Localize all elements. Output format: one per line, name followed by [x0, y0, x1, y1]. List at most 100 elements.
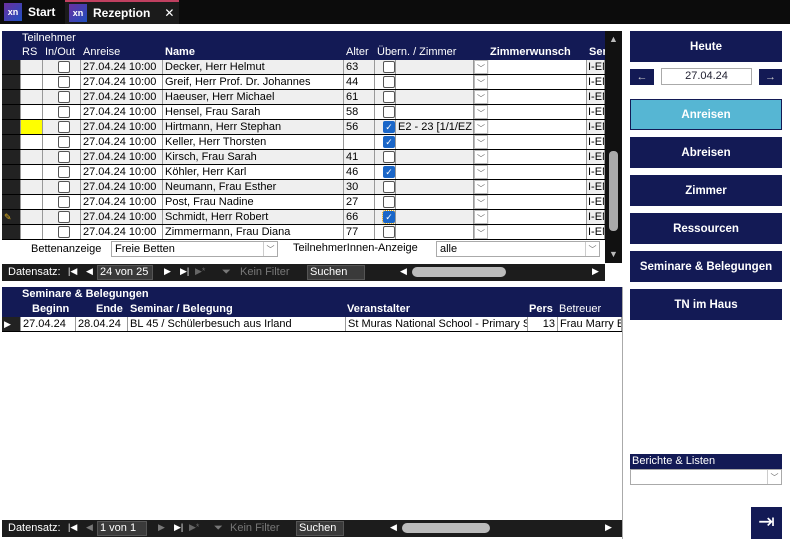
cell-zimmerwunsch[interactable]: [489, 195, 587, 209]
chevron-down-icon[interactable]: ﹀: [474, 135, 488, 149]
inout-checkbox[interactable]: [58, 106, 70, 118]
cell-zimmerwunsch[interactable]: [489, 90, 587, 104]
chevron-down-icon[interactable]: ﹀: [474, 225, 488, 239]
inout-checkbox[interactable]: [58, 76, 70, 88]
first-record-icon[interactable]: |◀: [68, 266, 78, 276]
anreisen-button[interactable]: Anreisen: [630, 99, 782, 130]
vertical-scrollbar[interactable]: ▲ ▼: [605, 31, 622, 263]
tab-rezeption[interactable]: xn Rezeption ✕: [65, 0, 179, 24]
berichte-select[interactable]: ﹀: [630, 469, 782, 485]
table-row[interactable]: 27.04.24 10:00 Hensel, Frau Sarah 58 ﹀ I…: [2, 105, 605, 120]
inout-checkbox[interactable]: [58, 61, 70, 73]
edit-record-icon[interactable]: ✎: [2, 210, 21, 224]
cell-zimmerwunsch[interactable]: [489, 105, 587, 119]
chevron-down-icon[interactable]: ﹀: [474, 210, 488, 224]
scroll-right-icon[interactable]: ▶: [605, 522, 612, 532]
cell-zimmerwunsch[interactable]: [489, 75, 587, 89]
next-record-icon[interactable]: ▶: [164, 266, 171, 276]
close-icon[interactable]: ✕: [164, 6, 175, 20]
chevron-down-icon[interactable]: ﹀: [474, 105, 488, 119]
table-row[interactable]: 27.04.24 10:00 Haeuser, Herr Michael 61 …: [2, 90, 605, 105]
table-row[interactable]: 27.04.24 10:00 Greif, Herr Prof. Dr. Joh…: [2, 75, 605, 90]
record-selector[interactable]: [2, 180, 21, 194]
inout-checkbox[interactable]: [58, 121, 70, 133]
cell-zimmerwunsch[interactable]: [489, 150, 587, 164]
uebern-checkbox[interactable]: [383, 76, 395, 88]
uebern-checkbox[interactable]: [383, 181, 395, 193]
zimmer-button[interactable]: Zimmer: [630, 175, 782, 206]
uebern-checkbox[interactable]: [383, 91, 395, 103]
table-row[interactable]: 27.04.24 10:00 Neumann, Frau Esther 30 ﹀…: [2, 180, 605, 195]
next-day-button[interactable]: →: [759, 69, 782, 85]
uebern-checkbox[interactable]: ✓: [383, 136, 395, 148]
date-input[interactable]: 27.04.24: [661, 68, 752, 85]
tn-anzeige-select[interactable]: alle ﹀: [436, 241, 600, 257]
chevron-down-icon[interactable]: ﹀: [474, 60, 488, 74]
cell-zimmerwunsch[interactable]: [489, 210, 587, 224]
chevron-down-icon[interactable]: ﹀: [474, 150, 488, 164]
scroll-down-icon[interactable]: ▼: [609, 249, 618, 259]
new-record-icon[interactable]: ▶*: [189, 522, 200, 532]
scroll-left-icon[interactable]: ◀: [390, 522, 397, 532]
uebern-checkbox[interactable]: ✓: [383, 121, 395, 133]
inout-checkbox[interactable]: [58, 136, 70, 148]
cell-zimmerwunsch[interactable]: [489, 120, 587, 134]
abreisen-button[interactable]: Abreisen: [630, 137, 782, 168]
heute-button[interactable]: Heute: [630, 31, 782, 62]
ressourcen-button[interactable]: Ressourcen: [630, 213, 782, 244]
record-selector[interactable]: [2, 120, 21, 134]
search-input[interactable]: Suchen: [307, 265, 365, 280]
inout-checkbox[interactable]: [58, 91, 70, 103]
inout-checkbox[interactable]: [58, 196, 70, 208]
record-selector[interactable]: [2, 90, 21, 104]
last-record-icon[interactable]: ▶|: [174, 522, 184, 532]
table-row[interactable]: 27.04.24 10:00 Köhler, Herr Karl 46 ✓ ﹀ …: [2, 165, 605, 180]
horizontal-scroll-thumb[interactable]: [402, 523, 490, 533]
record-selector[interactable]: [2, 75, 21, 89]
record-selector[interactable]: [2, 135, 21, 149]
seminar-row[interactable]: ▶ 27.04.24 28.04.24 BL 45 / Schülerbesuc…: [2, 317, 622, 332]
chevron-down-icon[interactable]: ﹀: [474, 195, 488, 209]
prev-record-icon[interactable]: ◀: [86, 522, 93, 532]
cell-zimmerwunsch[interactable]: [489, 60, 587, 74]
filter-toggle[interactable]: Kein Filter: [230, 522, 280, 534]
uebern-checkbox[interactable]: ✓: [383, 166, 395, 178]
filter-toggle[interactable]: Kein Filter: [240, 266, 290, 278]
tab-start[interactable]: xn Start: [0, 0, 62, 24]
inout-checkbox[interactable]: [58, 226, 70, 238]
table-row[interactable]: 27.04.24 10:00 Kirsch, Frau Sarah 41 ﹀ I…: [2, 150, 605, 165]
chevron-down-icon[interactable]: ﹀: [474, 75, 488, 89]
record-selector[interactable]: [2, 225, 21, 239]
bettenanzeige-select[interactable]: Freie Betten ﹀: [111, 241, 278, 257]
prev-day-button[interactable]: ←: [630, 69, 654, 85]
prev-record-icon[interactable]: ◀: [86, 266, 93, 276]
next-record-icon[interactable]: ▶: [158, 522, 165, 532]
inout-checkbox[interactable]: [58, 181, 70, 193]
record-number-input[interactable]: 24 von 25: [97, 265, 153, 280]
table-row[interactable]: 27.04.24 10:00 Decker, Herr Helmut 63 ﹀ …: [2, 60, 605, 75]
tn-im-haus-button[interactable]: TN im Haus: [630, 289, 782, 320]
scroll-up-icon[interactable]: ▲: [609, 34, 618, 44]
chevron-down-icon[interactable]: ﹀: [474, 165, 488, 179]
inout-checkbox[interactable]: [58, 211, 70, 223]
cell-zimmerwunsch[interactable]: [489, 225, 587, 239]
record-selector[interactable]: [2, 105, 21, 119]
record-selector[interactable]: [2, 150, 21, 164]
uebern-checkbox[interactable]: [383, 106, 395, 118]
search-input[interactable]: Suchen: [296, 521, 344, 536]
scroll-left-icon[interactable]: ◀: [400, 266, 407, 276]
table-row[interactable]: 27.04.24 10:00 Zimmermann, Frau Diana 77…: [2, 225, 605, 240]
uebern-checkbox[interactable]: [383, 61, 395, 73]
chevron-down-icon[interactable]: ﹀: [474, 120, 488, 134]
table-row[interactable]: 27.04.24 10:00 Keller, Herr Thorsten ✓ ﹀…: [2, 135, 605, 150]
record-selector[interactable]: [2, 165, 21, 179]
first-record-icon[interactable]: |◀: [68, 522, 78, 532]
table-row[interactable]: ✎ 27.04.24 10:00 Schmidt, Herr Robert 66…: [2, 210, 605, 225]
new-record-icon[interactable]: ▶*: [195, 266, 206, 276]
chevron-down-icon[interactable]: ﹀: [474, 180, 488, 194]
chevron-down-icon[interactable]: ﹀: [474, 90, 488, 104]
filter-icon[interactable]: ⏷: [222, 266, 231, 278]
last-record-icon[interactable]: ▶|: [180, 266, 190, 276]
cell-zimmerwunsch[interactable]: [489, 135, 587, 149]
table-row[interactable]: 27.04.24 10:00 Post, Frau Nadine 27 ﹀ I-…: [2, 195, 605, 210]
